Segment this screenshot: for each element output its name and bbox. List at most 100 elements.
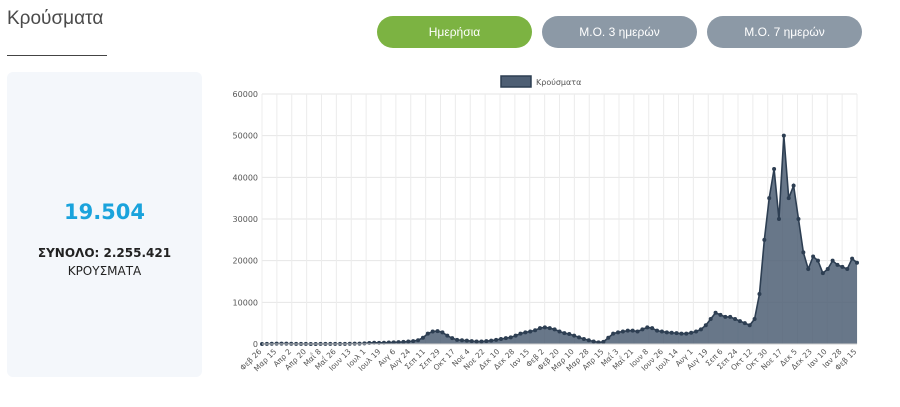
y-tick-label: 60000: [233, 90, 258, 99]
data-point: [728, 315, 732, 319]
data-point: [616, 330, 620, 334]
data-point: [826, 267, 830, 271]
chart-legend: Κρούσματα: [501, 76, 581, 87]
data-point: [821, 271, 825, 275]
data-point: [845, 267, 849, 271]
data-point: [489, 339, 493, 343]
data-point: [816, 259, 820, 263]
data-point: [714, 311, 718, 315]
data-point: [621, 330, 625, 334]
y-tick-label: 40000: [233, 173, 258, 182]
data-point: [606, 336, 610, 340]
data-point: [806, 267, 810, 271]
data-point: [426, 332, 430, 336]
period-tabs: Ημερήσια Μ.Ο. 3 ημερών Μ.Ο. 7 ημερών: [377, 16, 862, 48]
data-point: [796, 217, 800, 221]
data-point: [850, 257, 854, 261]
data-point: [450, 336, 454, 340]
data-point: [514, 334, 518, 338]
legend-swatch: [501, 76, 531, 87]
data-point: [518, 332, 522, 336]
data-point: [723, 315, 727, 319]
data-point: [743, 321, 747, 325]
data-point: [709, 317, 713, 321]
data-point: [362, 341, 366, 345]
data-point: [782, 134, 786, 138]
data-point: [592, 340, 596, 344]
data-point: [792, 184, 796, 188]
tab-avg-7-days[interactable]: Μ.Ο. 7 ημερών: [707, 16, 862, 48]
data-point: [675, 331, 679, 335]
data-point: [455, 338, 459, 342]
data-point: [655, 329, 659, 333]
data-point: [499, 337, 503, 341]
data-point: [626, 329, 630, 333]
data-point: [577, 335, 581, 339]
data-point: [640, 327, 644, 331]
data-point: [753, 317, 757, 321]
summary-panel: 19.504 ΣΥΝΟΛΟ: 2.255.421 ΚΡΟΥΣΜΑΤΑ: [7, 72, 202, 377]
data-point: [470, 339, 474, 343]
data-point: [533, 328, 537, 332]
data-point: [460, 338, 464, 342]
data-point: [699, 327, 703, 331]
data-point: [475, 340, 479, 344]
data-point: [406, 340, 410, 344]
data-point: [757, 292, 761, 296]
data-point: [772, 167, 776, 171]
data-point: [582, 337, 586, 341]
data-point: [440, 330, 444, 334]
data-point: [660, 330, 664, 334]
data-point: [601, 340, 605, 344]
tab-daily[interactable]: Ημερήσια: [377, 16, 532, 48]
y-tick-label: 20000: [233, 257, 258, 266]
data-point: [509, 335, 513, 339]
data-point: [694, 330, 698, 334]
data-point: [523, 330, 527, 334]
data-point: [738, 319, 742, 323]
y-tick-label: 30000: [233, 215, 258, 224]
data-point: [767, 196, 771, 200]
data-point: [840, 265, 844, 269]
data-point: [494, 338, 498, 342]
data-point: [748, 323, 752, 327]
data-point: [787, 196, 791, 200]
data-point: [572, 334, 576, 338]
data-point: [528, 330, 532, 334]
data-point: [548, 326, 552, 330]
data-point: [679, 332, 683, 336]
data-point: [553, 327, 557, 331]
data-point: [831, 259, 835, 263]
total-cases-label: ΣΥΝΟΛΟ: 2.255.421: [7, 246, 202, 260]
tab-avg-3-days[interactable]: Μ.Ο. 3 ημερών: [542, 16, 697, 48]
data-point: [704, 323, 708, 327]
cases-unit-label: ΚΡΟΥΣΜΑΤΑ: [7, 264, 202, 278]
title-underline: [7, 55, 107, 56]
data-point: [504, 336, 508, 340]
data-point: [689, 331, 693, 335]
data-point: [611, 332, 615, 336]
data-point: [445, 334, 449, 338]
data-point: [636, 330, 640, 334]
data-point: [684, 332, 688, 336]
data-point: [562, 331, 566, 335]
data-point: [421, 336, 425, 340]
data-point: [645, 325, 649, 329]
data-point: [416, 338, 420, 342]
data-point: [431, 330, 435, 334]
data-point: [587, 338, 591, 342]
y-tick-label: 50000: [233, 132, 258, 141]
page-title: Κρούσματα: [7, 8, 103, 30]
y-tick-label: 10000: [233, 298, 258, 307]
data-point: [835, 263, 839, 267]
data-point: [855, 261, 859, 265]
data-point: [543, 325, 547, 329]
daily-cases-value: 19.504: [7, 200, 202, 224]
data-point: [665, 330, 669, 334]
data-point: [718, 313, 722, 317]
data-point: [465, 339, 469, 343]
data-point: [670, 331, 674, 335]
data-point: [650, 326, 654, 330]
data-point: [538, 326, 542, 330]
